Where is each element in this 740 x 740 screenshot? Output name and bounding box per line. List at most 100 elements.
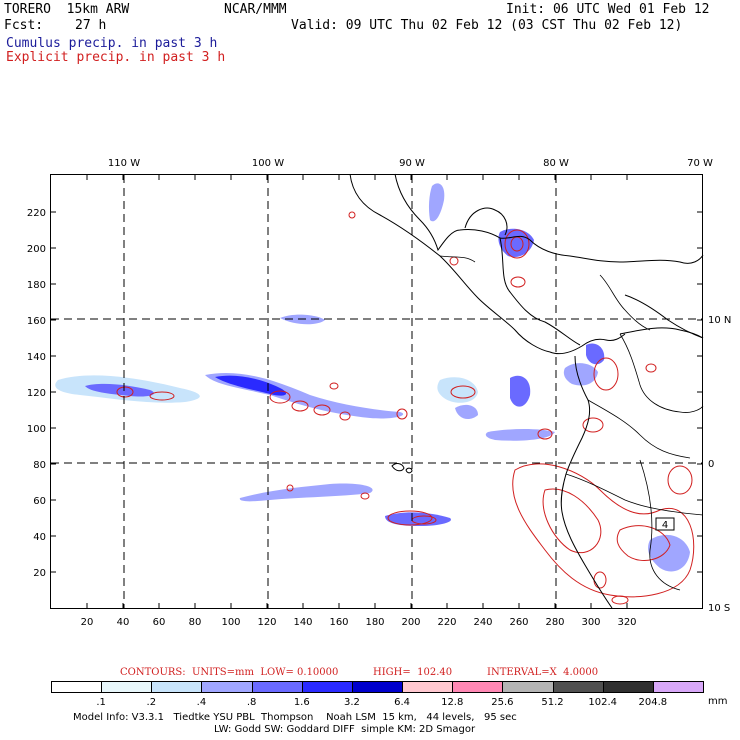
contour bbox=[611, 595, 629, 605]
border-co-ec bbox=[587, 399, 691, 459]
model-info-line: Model Info: V3.3.1 Tiedtke YSU PBL Thomp… bbox=[73, 712, 517, 723]
lon-label-100w: 100 W bbox=[252, 158, 284, 169]
contour bbox=[339, 411, 351, 421]
legend-swatch bbox=[602, 681, 654, 693]
contour-high: HIGH= 102.40 bbox=[373, 667, 453, 678]
lat-lon-grid bbox=[51, 175, 702, 608]
contour bbox=[116, 386, 134, 398]
border-pe-br bbox=[639, 459, 681, 591]
cumulus-band-south bbox=[239, 483, 373, 502]
cumulus-field-label: Cumulus precip. in past 3 h bbox=[6, 36, 218, 51]
legend-label: 6.4 bbox=[394, 697, 411, 708]
legend-swatch bbox=[552, 681, 604, 693]
center-name: NCAR/MMM bbox=[224, 2, 287, 17]
x-tick-label: 100 bbox=[221, 617, 240, 628]
forecast-value: 27 h bbox=[75, 18, 107, 33]
cumulus-gulf-strip bbox=[428, 183, 445, 222]
x-tick-labels: 20 40 60 80 100 120 140 160 180 200 220 240 260 280 30… bbox=[81, 617, 637, 628]
legend-swatch bbox=[402, 681, 454, 693]
legend-unit: mm bbox=[708, 696, 728, 707]
legend-swatch bbox=[351, 681, 404, 693]
value-label-box bbox=[655, 517, 675, 531]
legend-swatch bbox=[51, 681, 103, 693]
contour-andes-inner bbox=[542, 488, 602, 554]
y-tick-label: 40 bbox=[33, 532, 46, 543]
coastline-caribbean bbox=[619, 327, 704, 339]
legend-label: 51.2 bbox=[541, 697, 564, 708]
legend-label: .1 bbox=[96, 697, 106, 708]
contour bbox=[396, 408, 408, 420]
y-tick-labels: 20 40 60 80 100 120 140 160 180 200 220 bbox=[27, 208, 46, 579]
legend-label: 1.6 bbox=[293, 697, 310, 708]
x-tick-label: 320 bbox=[617, 617, 636, 628]
x-tick-label: 20 bbox=[81, 617, 94, 628]
legend-label: 12.8 bbox=[441, 697, 464, 708]
contour bbox=[450, 385, 476, 399]
border-ec-pe bbox=[565, 473, 704, 516]
legend-label: 102.4 bbox=[588, 697, 618, 708]
contour bbox=[269, 390, 291, 404]
country-borders bbox=[439, 255, 704, 591]
border-mx-gt bbox=[439, 255, 476, 263]
cumulus-colombia bbox=[586, 343, 605, 365]
border-central bbox=[599, 274, 651, 331]
coastline-pacific-mexico bbox=[349, 173, 551, 353]
top-longitude-labels: 110 W 100 W 90 W 80 W 70 W bbox=[108, 158, 713, 169]
coastlines bbox=[349, 173, 704, 609]
lon-label-110w: 110 W bbox=[108, 158, 140, 169]
contour bbox=[537, 428, 553, 440]
x-tick-label: 200 bbox=[401, 617, 420, 628]
cumulus-band-southeast bbox=[385, 512, 451, 526]
contour bbox=[510, 276, 526, 288]
explicit-field-label: Explicit precip. in past 3 h bbox=[6, 50, 226, 65]
x-tick-label: 40 bbox=[117, 617, 130, 628]
legend-label: 3.2 bbox=[343, 697, 360, 708]
x-tick-label: 140 bbox=[293, 617, 312, 628]
x-tick-label: 180 bbox=[365, 617, 384, 628]
tick-marks bbox=[51, 175, 702, 608]
valid-time: Valid: 09 UTC Thu 02 Feb 12 (03 CST Thu … bbox=[291, 18, 683, 33]
contour bbox=[449, 256, 459, 266]
y-tick-label: 180 bbox=[27, 280, 46, 291]
contour bbox=[149, 391, 175, 401]
contour bbox=[593, 571, 607, 589]
legend-swatch bbox=[301, 681, 353, 693]
coastline-panama bbox=[549, 333, 626, 355]
value-label-text: 4 bbox=[662, 520, 668, 531]
legend-swatch bbox=[101, 681, 153, 693]
coastline-central-america-east bbox=[499, 237, 581, 346]
contour bbox=[286, 484, 294, 492]
cumulus-blob-central-east bbox=[437, 377, 478, 403]
lon-label-70w: 70 W bbox=[687, 158, 713, 169]
x-tick-label: 120 bbox=[257, 617, 276, 628]
contour-units: CONTOURS: UNITS=mm LOW= 0.10000 bbox=[120, 667, 339, 678]
legend-label: .2 bbox=[146, 697, 157, 708]
y-tick-label: 220 bbox=[27, 208, 46, 219]
island-galapagos bbox=[391, 463, 405, 472]
y-tick-label: 200 bbox=[27, 244, 46, 255]
contour bbox=[593, 357, 619, 391]
legend-swatch bbox=[151, 681, 203, 693]
cumulus-gulf-panama bbox=[485, 429, 555, 441]
y-tick-label: 120 bbox=[27, 388, 46, 399]
contour-andes-east bbox=[616, 525, 671, 561]
contour bbox=[360, 492, 370, 500]
coastline-mexico-gulf bbox=[394, 173, 704, 264]
contour bbox=[329, 382, 339, 390]
contour bbox=[291, 400, 309, 412]
init-time: Init: 06 UTC Wed 01 Feb 12 bbox=[506, 2, 710, 17]
cumulus-precip-areas bbox=[55, 183, 690, 572]
legend-label: 204.8 bbox=[638, 697, 668, 708]
contour bbox=[348, 211, 356, 219]
y-tick-label: 60 bbox=[33, 496, 46, 507]
x-tick-label: 260 bbox=[509, 617, 528, 628]
right-latitude-labels: 10 N 0 10 S bbox=[708, 315, 731, 614]
x-tick-label: 240 bbox=[473, 617, 492, 628]
y-tick-label: 80 bbox=[33, 460, 46, 471]
legend-label: .8 bbox=[246, 697, 257, 708]
x-tick-label: 220 bbox=[437, 617, 456, 628]
cumulus-south-america-east bbox=[648, 534, 690, 572]
lat-label-0: 0 bbox=[708, 459, 714, 470]
x-tick-label: 60 bbox=[153, 617, 166, 628]
